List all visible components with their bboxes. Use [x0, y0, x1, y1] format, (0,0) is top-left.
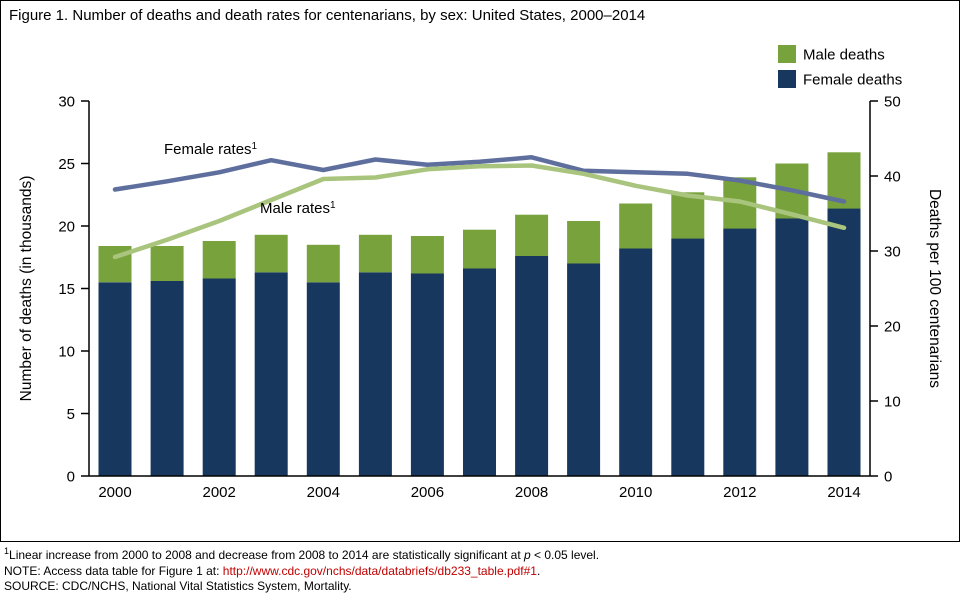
- left-axis-tick-label: 20: [58, 219, 75, 236]
- bar-female-deaths-2008: [515, 256, 549, 476]
- bar-female-deaths-2002: [202, 278, 236, 476]
- bar-female-deaths-2009: [567, 263, 601, 476]
- legend-label-female-deaths: Female deaths: [803, 72, 902, 89]
- figure-box: 0 5 10 15 20 25 30 0 10 20 30 40 50 2000 2002 2004 2006 2…: [0, 0, 960, 542]
- left-axis-tick-label: 30: [58, 94, 75, 111]
- footnote-source: SOURCE: CDC/NCHS, National Vital Statist…: [4, 579, 352, 593]
- bar-female-deaths-2003: [254, 272, 288, 477]
- bar-male-deaths-2009: [567, 221, 601, 264]
- bar-male-deaths-2002: [202, 241, 236, 279]
- male-rates-annotation: Male rates1: [260, 200, 336, 217]
- bar-male-deaths-2001: [150, 246, 184, 281]
- bar-male-deaths-2006: [410, 236, 444, 274]
- chart: 0 5 10 15 20 25 30 0 10 20 30 40 50 2000 2002 2004 2006 2…: [18, 45, 943, 501]
- right-axis-tick-label: 50: [884, 94, 901, 111]
- x-axis-year-label: 2004: [307, 484, 340, 501]
- left-axis-tick-label: 5: [67, 406, 75, 423]
- left-axis-title: Number of deaths (in thousands): [18, 176, 35, 402]
- bar-female-deaths-2004: [306, 282, 340, 477]
- bar-female-deaths-2014: [827, 208, 861, 476]
- line-female-rates: [112, 155, 847, 204]
- bar-female-deaths-2011: [671, 238, 705, 476]
- x-axis-year-label: 2000: [98, 484, 131, 501]
- legend-swatch-male-deaths: [778, 45, 796, 63]
- bar-male-deaths-2008: [515, 214, 549, 256]
- bar-male-deaths-2005: [358, 234, 392, 273]
- footnote-superscript: 1: [4, 546, 10, 556]
- note-suffix: .: [536, 563, 541, 578]
- legend-label-male-deaths: Male deaths: [803, 47, 885, 64]
- bar-male-deaths-2010: [619, 203, 653, 249]
- bar-male-deaths-2004: [306, 244, 340, 283]
- bar-female-deaths-2007: [463, 268, 496, 476]
- right-axis-title: Deaths per 100 centenarians: [926, 189, 943, 388]
- right-axis-tick-label: 20: [884, 319, 901, 336]
- note-prefix: NOTE: Access data table for Figure 1 at:: [4, 563, 223, 578]
- footnote-note: NOTE: Access data table for Figure 1 at:…: [4, 564, 952, 580]
- x-axis-year-label: 2006: [411, 484, 444, 501]
- bar-female-deaths-2005: [358, 272, 392, 477]
- legend-swatch-female-deaths: [778, 70, 796, 88]
- left-axis-tick-label: 15: [58, 281, 75, 298]
- footnote-significance: 1Linear increase from 2000 to 2008 and d…: [4, 546, 952, 564]
- bar-male-deaths-2011: [671, 192, 705, 239]
- female-rates-annotation: Female rates1: [164, 141, 258, 158]
- x-axis-year-label: 2008: [515, 484, 548, 501]
- bar-female-deaths-2006: [410, 273, 444, 476]
- data-table-link[interactable]: http://www.cdc.gov/nchs/data/databriefs/…: [222, 563, 537, 578]
- right-axis-tick-label: 40: [884, 169, 901, 186]
- right-axis-tick-label: 0: [884, 469, 892, 486]
- x-axis-year-label: 2014: [827, 484, 860, 501]
- left-axis-tick-label: 0: [67, 469, 75, 486]
- left-axis-tick-label: 10: [58, 344, 75, 361]
- footnote-significance-text: Linear increase from 2000 to 2008 and de…: [9, 548, 524, 562]
- line-male-rates: [112, 163, 847, 260]
- footnote-significance-rest: < 0.05 level.: [530, 548, 600, 562]
- bar-female-deaths-2010: [619, 248, 653, 476]
- x-axis-year-label: 2002: [203, 484, 236, 501]
- left-axis-tick-label: 25: [58, 156, 75, 173]
- bar-female-deaths-2001: [150, 281, 184, 476]
- figure-title: Figure 1. Number of deaths and death rat…: [9, 7, 646, 24]
- right-axis-tick-label: 10: [884, 394, 901, 411]
- bar-female-deaths-2000: [98, 282, 132, 477]
- bar-male-deaths-2003: [254, 234, 288, 273]
- x-axis-year-label: 2010: [619, 484, 652, 501]
- footnote-p-symbol: p: [523, 548, 531, 562]
- x-axis-year-label: 2012: [723, 484, 756, 501]
- bar-male-deaths-2007: [463, 229, 496, 269]
- right-axis-tick-label: 30: [884, 244, 901, 261]
- bar-female-deaths-2012: [723, 228, 757, 476]
- footnotes: 1Linear increase from 2000 to 2008 and d…: [0, 542, 960, 595]
- bar-female-deaths-2013: [775, 218, 809, 476]
